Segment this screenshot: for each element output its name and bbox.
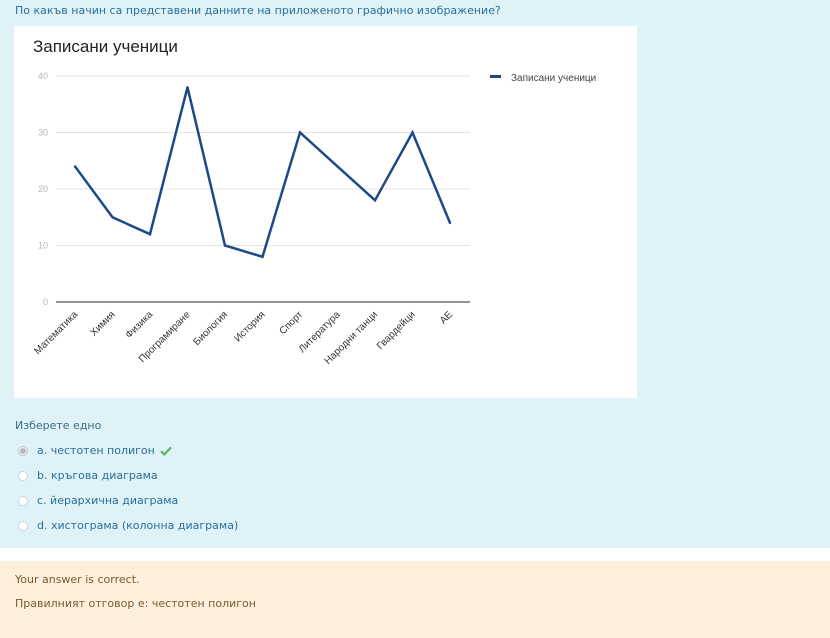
legend-label: Записани ученици xyxy=(511,73,596,84)
x-tick-label: Физика xyxy=(124,309,156,341)
y-tick-label: 20 xyxy=(38,184,48,194)
legend-swatch xyxy=(490,75,501,78)
data-point xyxy=(148,233,152,236)
y-tick-label: 40 xyxy=(38,71,48,81)
chart-title: Записани ученици xyxy=(33,37,178,56)
answer-label-a: a. честотен полигон xyxy=(37,444,155,457)
answer-option-d[interactable]: d. хистограма (колонна диаграма) xyxy=(18,513,238,538)
answer-label-c: c. йерархична диаграма xyxy=(37,494,179,507)
answer-option-c[interactable]: c. йерархична диаграма xyxy=(18,488,238,513)
answer-label-d: d. хистограма (колонна диаграма) xyxy=(37,519,239,532)
x-tick-label: АЕ xyxy=(438,309,455,326)
radio-a[interactable] xyxy=(18,445,28,456)
data-point xyxy=(448,221,452,225)
y-tick-label: 30 xyxy=(38,128,48,138)
data-point xyxy=(73,165,77,168)
data-point xyxy=(111,216,114,219)
x-tick-label: Гвардейци xyxy=(375,309,418,352)
answer-list: a. честотен полигон b. кръгова диаграма … xyxy=(18,438,238,538)
question-text: По какъв начин са представени данните на… xyxy=(15,4,501,17)
radio-d[interactable] xyxy=(18,520,28,531)
series-line xyxy=(73,86,452,259)
data-point xyxy=(298,131,302,134)
answer-option-b[interactable]: b. кръгова диаграма xyxy=(18,463,238,488)
answer-option-a[interactable]: a. честотен полигон xyxy=(18,438,238,463)
y-tick-label: 0 xyxy=(43,297,48,307)
answer-label-b: b. кръгова диаграма xyxy=(37,469,158,482)
feedback-status: Your answer is correct. xyxy=(15,573,140,586)
x-tick-label: Биология xyxy=(191,309,230,348)
x-tick-label: Математика xyxy=(32,309,80,357)
data-point xyxy=(411,131,414,134)
chart-card: Записани ученици 0 10 20 30 40 Математика Хим… xyxy=(14,26,637,398)
data-point xyxy=(336,165,339,168)
x-tick-label: Химия xyxy=(89,309,118,338)
y-tick-label: 10 xyxy=(38,241,48,251)
data-point xyxy=(261,255,264,258)
answer-prompt: Изберете едно xyxy=(15,419,102,432)
check-icon xyxy=(160,446,172,456)
data-point xyxy=(373,199,377,202)
radio-b[interactable] xyxy=(18,470,28,481)
x-tick-label: Спорт xyxy=(277,309,305,337)
line-chart: Записани ученици 0 10 20 30 40 Математика Хим… xyxy=(32,37,596,367)
data-point xyxy=(223,244,227,247)
radio-c[interactable] xyxy=(18,495,28,506)
x-tick-label: История xyxy=(232,309,267,344)
feedback-panel: Your answer is correct. Правилният отгов… xyxy=(0,561,830,638)
data-point xyxy=(186,86,189,89)
question-panel: По какъв начин са представени данните на… xyxy=(0,0,830,548)
correct-answer-text: Правилният отговор е: честотен полигон xyxy=(15,597,256,610)
